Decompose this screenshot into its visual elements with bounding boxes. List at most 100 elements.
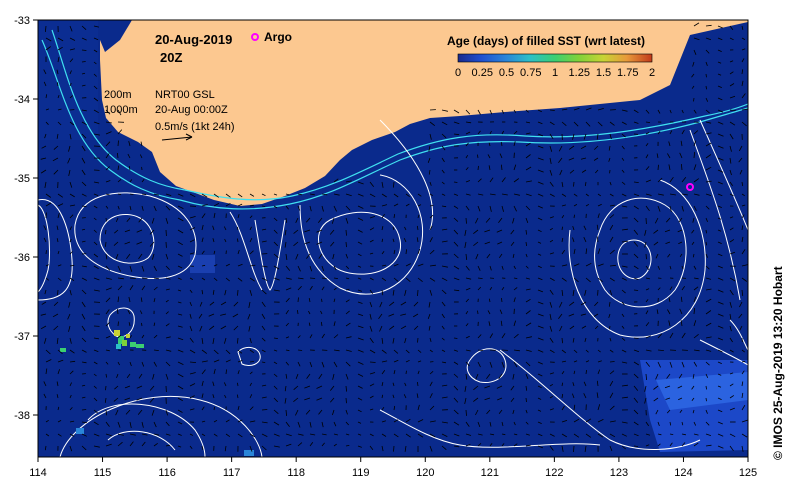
current-vector xyxy=(117,433,124,436)
current-vector xyxy=(692,373,695,379)
current-vector xyxy=(141,178,145,183)
current-vector xyxy=(583,225,587,231)
current-vector xyxy=(668,164,671,171)
current-vector xyxy=(705,310,712,315)
current-vector xyxy=(621,396,628,399)
current-vector xyxy=(669,361,673,368)
current-vector xyxy=(585,369,587,375)
current-vector xyxy=(318,253,323,259)
current-vector xyxy=(261,228,267,231)
current-vector xyxy=(441,193,446,196)
current-vector xyxy=(691,85,695,89)
current-vector xyxy=(201,349,208,354)
current-vector xyxy=(657,333,663,339)
current-vector xyxy=(126,253,131,259)
current-vector xyxy=(333,277,338,279)
current-vector xyxy=(597,121,603,127)
current-vector xyxy=(609,121,615,126)
current-vector xyxy=(153,361,157,367)
current-vector xyxy=(261,349,266,353)
current-vector xyxy=(705,121,712,124)
current-vector xyxy=(501,421,504,427)
current-vector xyxy=(561,349,567,354)
current-vector xyxy=(573,277,579,283)
current-vector xyxy=(93,265,99,270)
current-vector xyxy=(117,152,119,159)
current-vector xyxy=(609,236,614,243)
current-vector xyxy=(705,385,707,390)
current-vector xyxy=(295,253,299,260)
current-vector xyxy=(693,130,699,135)
current-vector xyxy=(177,217,184,222)
current-vector xyxy=(572,382,575,387)
current-vector xyxy=(81,37,87,41)
current-vector xyxy=(705,241,707,246)
current-vector xyxy=(201,224,204,231)
current-vector xyxy=(139,154,143,159)
current-vector xyxy=(69,204,76,207)
current-vector xyxy=(497,241,503,245)
current-vector xyxy=(297,205,301,211)
current-vector xyxy=(549,433,555,437)
current-vector xyxy=(477,361,481,368)
current-vector xyxy=(653,397,659,402)
current-vector xyxy=(45,202,52,207)
current-vector xyxy=(93,133,100,136)
current-vector xyxy=(489,361,493,368)
current-vector xyxy=(665,397,671,400)
current-vector xyxy=(136,397,143,401)
current-vector xyxy=(93,277,100,281)
current-vector xyxy=(369,361,376,363)
current-vector xyxy=(273,217,278,222)
current-vector xyxy=(585,121,591,127)
current-vector xyxy=(201,289,204,295)
current-vector xyxy=(729,227,734,231)
current-vector xyxy=(261,313,266,320)
current-vector xyxy=(249,264,256,267)
current-vector xyxy=(693,277,699,280)
current-vector xyxy=(465,373,468,380)
current-vector xyxy=(705,180,712,183)
current-vector xyxy=(381,337,384,344)
current-vector xyxy=(549,133,554,140)
current-vector xyxy=(549,301,553,308)
current-vector xyxy=(69,133,72,140)
current-vector xyxy=(484,241,491,245)
current-vector xyxy=(403,238,407,243)
current-vector xyxy=(593,157,599,161)
current-vector xyxy=(317,217,323,223)
current-vector xyxy=(261,205,266,207)
current-vector xyxy=(393,181,395,188)
current-vector xyxy=(81,337,87,343)
current-vector xyxy=(496,385,503,389)
current-vector xyxy=(141,433,148,436)
current-vector xyxy=(441,384,448,387)
current-vector xyxy=(741,264,748,267)
current-vector xyxy=(594,145,599,150)
current-vector xyxy=(332,253,335,260)
current-vector xyxy=(609,277,615,282)
current-vector xyxy=(189,372,196,375)
current-vector xyxy=(297,433,304,436)
current-vector xyxy=(717,193,723,197)
current-vector xyxy=(261,301,266,308)
current-vector xyxy=(249,394,253,399)
current-vector xyxy=(381,370,386,375)
current-vector xyxy=(417,248,421,255)
current-vector xyxy=(285,409,287,416)
current-vector xyxy=(249,215,253,219)
current-vector xyxy=(453,265,460,270)
current-vector xyxy=(477,433,483,436)
current-vector xyxy=(693,265,697,270)
current-vector xyxy=(585,203,590,207)
current-vector xyxy=(69,25,73,32)
current-vector xyxy=(81,205,87,208)
current-vector xyxy=(57,108,62,111)
current-vector xyxy=(496,229,503,233)
current-vector xyxy=(537,265,542,269)
current-vector xyxy=(69,382,72,387)
current-vector xyxy=(261,409,268,411)
current-vector xyxy=(513,287,518,291)
current-vector xyxy=(729,433,736,438)
current-vector xyxy=(345,349,352,352)
